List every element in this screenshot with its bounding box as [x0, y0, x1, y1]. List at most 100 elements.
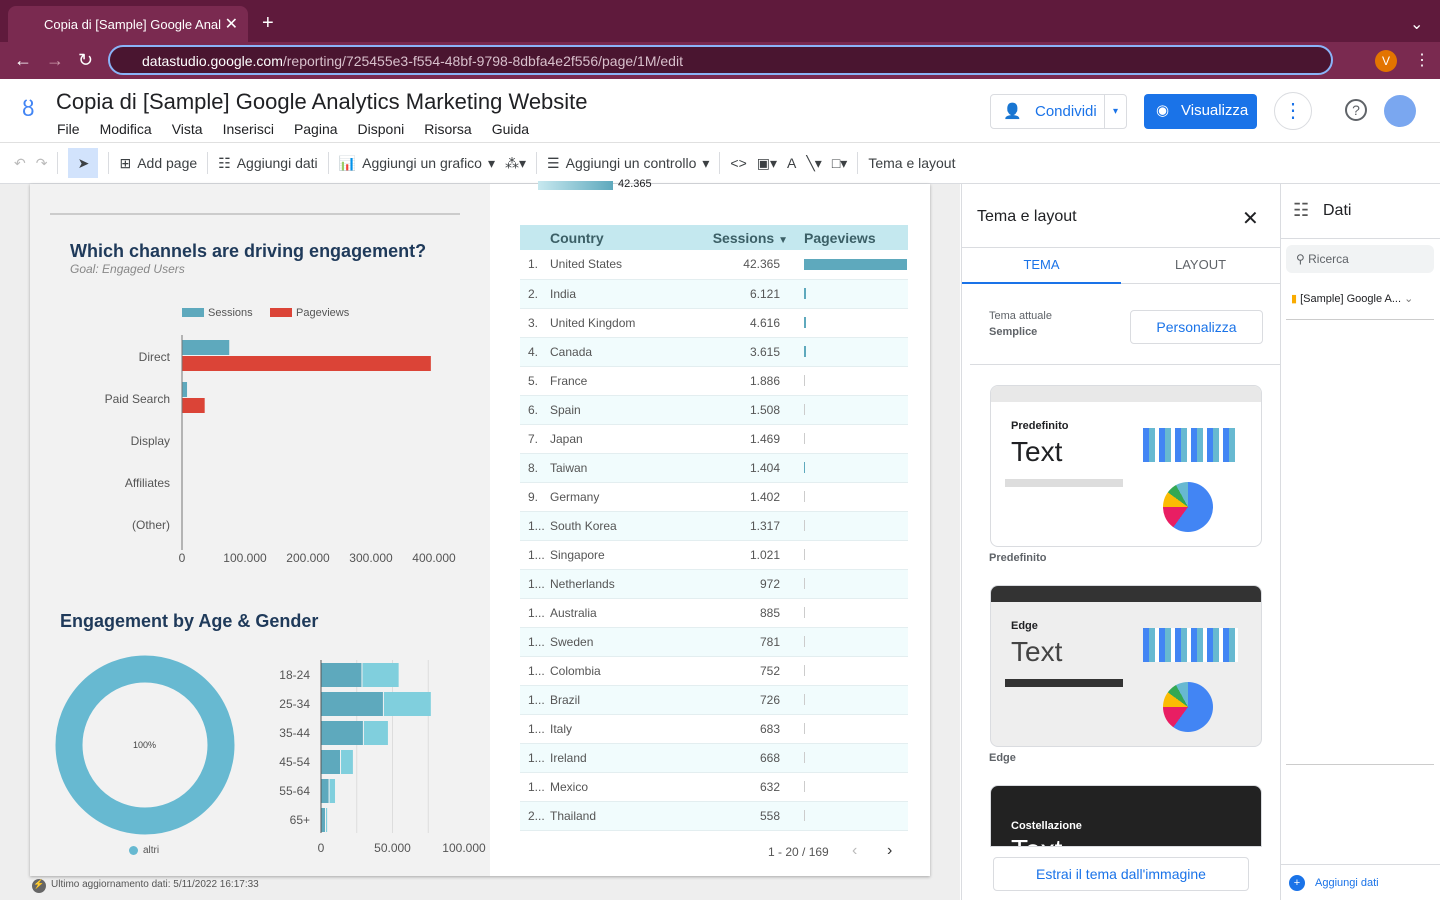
select-tool-icon[interactable]: ➤ — [68, 148, 99, 178]
embed-code-icon[interactable]: <> — [730, 155, 747, 171]
table-row[interactable]: 9. Germany 1.402 — [520, 482, 908, 512]
menu-file[interactable]: File — [57, 121, 80, 137]
add-page-button[interactable]: ⊞ Add page — [119, 155, 197, 172]
table-row[interactable]: 1... Colombia 752 — [520, 656, 908, 686]
bar — [341, 750, 353, 774]
row-index: 2... — [520, 801, 550, 831]
add-chart-button[interactable]: 📊 Aggiungi un grafico ▾ — [338, 154, 496, 172]
table-row[interactable]: 6. Spain 1.508 — [520, 395, 908, 425]
pageviews-bar — [804, 433, 805, 444]
data-source-name: [Sample] Google A... — [1300, 293, 1402, 305]
table-row[interactable]: 1. United States 42.365 — [520, 250, 908, 280]
close-panel-icon[interactable]: ✕ — [1242, 208, 1259, 230]
image-icon[interactable]: ▣▾ — [756, 154, 778, 171]
shape-icon[interactable]: □▾ — [831, 154, 848, 171]
undo-icon[interactable]: ↶ — [14, 154, 26, 171]
country-cell: Taiwan — [550, 453, 675, 483]
sessions-cell: 683 — [674, 714, 796, 744]
profile-avatar[interactable]: V — [1375, 50, 1397, 72]
expand-icon[interactable]: ⌄ — [1404, 293, 1414, 305]
next-page-icon[interactable]: › — [887, 842, 893, 859]
new-tab-icon[interactable]: + — [262, 12, 274, 34]
age-chart[interactable]: 18-24 25-34 35-44 45-54 55-64 65+ 0 50.000 100.0… — [260, 655, 490, 860]
table-row[interactable]: 2. India 6.121 — [520, 279, 908, 309]
back-icon[interactable]: ← — [14, 50, 32, 70]
theme-card-costellazione[interactable]: Costellazione Text — [990, 785, 1262, 847]
theme-sample-text: Text — [1011, 636, 1063, 667]
add-control-button[interactable]: ☰ Aggiungi un controllo ▾ — [547, 154, 710, 172]
add-data-link[interactable]: + Aggiungi dati — [1289, 875, 1379, 891]
table-row[interactable]: 1... Netherlands 972 — [520, 569, 908, 599]
community-viz-icon[interactable]: ⁂▾ — [505, 154, 527, 171]
reload-icon[interactable]: ↻ — [78, 50, 94, 70]
data-source-item[interactable]: ▮ [Sample] Google A... ⌄ — [1291, 292, 1431, 305]
table-row[interactable]: 3. United Kingdom 4.616 — [520, 308, 908, 338]
redo-icon[interactable]: ↷ — [35, 154, 48, 171]
row-index: 4. — [520, 337, 550, 367]
help-icon[interactable]: ? — [1345, 99, 1367, 121]
col-country[interactable]: Country — [550, 225, 675, 250]
table-row[interactable]: 8. Taiwan 1.404 — [520, 453, 908, 483]
tab-layout[interactable]: LAYOUT — [1121, 248, 1280, 284]
table-row[interactable]: 1... Ireland 668 — [520, 743, 908, 773]
menu-modifica[interactable]: Modifica — [99, 121, 152, 137]
user-avatar[interactable] — [1384, 95, 1416, 127]
channels-chart[interactable]: Sessions Pageviews Direct Paid Search Displa… — [30, 295, 490, 575]
view-button[interactable]: ◉ Visualizza — [1144, 94, 1257, 129]
theme-layout-button[interactable]: Tema e layout — [868, 155, 956, 171]
table-row[interactable]: 5. France 1.886 — [520, 366, 908, 396]
table-row[interactable]: 7. Japan 1.469 — [520, 424, 908, 454]
category-label: 35-44 — [279, 726, 310, 740]
table-row[interactable]: 1... South Korea 1.317 — [520, 511, 908, 541]
theme-card-predefinito[interactable]: Predefinito Text — [990, 385, 1262, 547]
more-options-icon[interactable]: ⋮ — [1274, 92, 1312, 130]
line-icon[interactable]: ╲▾ — [806, 154, 822, 171]
table-row[interactable]: 1... Italy 683 — [520, 714, 908, 744]
gender-donut-chart[interactable] — [50, 650, 240, 860]
add-circle-icon: + — [1289, 875, 1305, 891]
col-sessions[interactable]: Sessions ▼ — [674, 225, 796, 250]
prev-page-icon[interactable]: ‹ — [852, 842, 858, 859]
tab-search-icon[interactable]: ⌄ — [1410, 16, 1424, 33]
menu-risorsa[interactable]: Risorsa — [424, 121, 472, 137]
browser-tab[interactable]: Copia di [Sample] Google Anal ✕ — [8, 6, 248, 42]
category-label: Display — [131, 434, 170, 448]
theme-sample-text: Text — [1011, 834, 1062, 846]
table-row[interactable]: 1... Australia 885 — [520, 598, 908, 628]
country-table[interactable]: Country Sessions ▼ Pageviews 1. United Stat… — [520, 225, 908, 831]
tab-tema[interactable]: TEMA — [962, 248, 1121, 284]
customize-button[interactable]: Personalizza — [1130, 310, 1263, 344]
row-index: 1... — [520, 685, 550, 715]
menu-guida[interactable]: Guida — [491, 121, 530, 137]
table-row[interactable]: 2... Thailand 558 — [520, 801, 908, 831]
menu-disponi[interactable]: Disponi — [357, 121, 405, 137]
bar — [321, 721, 363, 745]
data-studio-logo-icon[interactable]: ȣ — [22, 96, 35, 121]
pageviews-bar — [804, 317, 807, 328]
table-row[interactable]: 1... Brazil 726 — [520, 685, 908, 715]
menu-pagina[interactable]: Pagina — [293, 121, 338, 137]
report-title[interactable]: Copia di [Sample] Google Analytics Marke… — [56, 89, 588, 114]
extract-theme-button[interactable]: Estrai il tema dall'immagine — [993, 857, 1249, 891]
table-row[interactable]: 1... Sweden 781 — [520, 627, 908, 657]
menu-vista[interactable]: Vista — [171, 121, 203, 137]
forward-icon[interactable]: → — [46, 50, 64, 70]
add-data-button[interactable]: ☷ Aggiungi dati — [218, 155, 318, 172]
add-control-icon: ☰ — [547, 154, 560, 171]
sessions-cell: 1.508 — [674, 395, 796, 425]
close-tab-icon[interactable]: ✕ — [224, 16, 238, 33]
share-button[interactable]: 👤 Condividi ▾ — [990, 94, 1127, 129]
theme-card-edge[interactable]: Edge Text — [990, 585, 1262, 747]
menu-inserisci[interactable]: Inserisci — [222, 121, 274, 137]
col-pageviews[interactable]: Pageviews — [796, 225, 908, 250]
pageviews-bar — [804, 462, 806, 473]
text-box-icon[interactable]: A — [787, 155, 797, 171]
table-row[interactable]: 4. Canada 3.615 — [520, 337, 908, 367]
browser-menu-icon[interactable]: ⋮ — [1414, 52, 1430, 69]
url-field[interactable]: datastudio.google.com/reporting/725455e3… — [108, 45, 1333, 75]
table-row[interactable]: 1... Mexico 632 — [520, 772, 908, 802]
share-dropdown-icon[interactable]: ▾ — [1104, 95, 1126, 128]
pageviews-cell — [796, 627, 908, 657]
table-row[interactable]: 1... Singapore 1.021 — [520, 540, 908, 570]
data-search-input[interactable]: ⚲ Ricerca — [1286, 245, 1434, 273]
